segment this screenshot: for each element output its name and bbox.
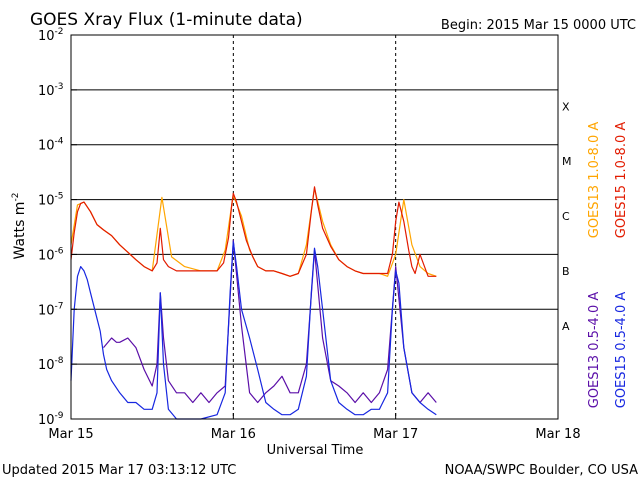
legend-label: GOES15 1.0-8.0 A [614, 122, 629, 239]
y-tick-base: 10 [38, 29, 55, 44]
y-tick-label: 10-9 [38, 411, 64, 428]
y-tick-label: 10-6 [38, 246, 64, 263]
legend-item: GOES15 1.0-8.0 A [614, 122, 629, 239]
y-tick-label: 10-3 [38, 82, 64, 99]
y-tick-base: 10 [38, 303, 55, 318]
y-tick-exponent: -8 [55, 356, 64, 366]
ylabel-exponent: -2 [11, 193, 21, 202]
flare-class-label: C [562, 210, 570, 223]
legend-label: GOES15 0.5-4.0 A [614, 292, 629, 409]
series-line [103, 239, 437, 404]
y-tick-label: 10-7 [38, 301, 64, 318]
updated-timestamp: Updated 2015 Mar 17 03:13:12 UTC [2, 463, 236, 478]
legend-label: GOES13 0.5-4.0 A [587, 292, 602, 409]
flare-class-labels: A B C M X [562, 100, 572, 332]
legend-label: GOES13 1.0-8.0 A [587, 122, 602, 239]
y-tick-label: 10-4 [38, 137, 64, 154]
y-tick-base: 10 [38, 194, 55, 209]
chart-title: GOES Xray Flux (1-minute data) [30, 10, 303, 30]
x-tick-label: Mar 15 [48, 427, 93, 442]
x-tick-label: Mar 18 [535, 427, 580, 442]
y-tick-exponent: -4 [55, 137, 64, 147]
y-tick-exponent: -7 [55, 301, 64, 311]
flare-class-label: X [562, 100, 570, 113]
y-tick-label: 10-2 [38, 27, 64, 44]
flare-class-label: A [562, 320, 570, 333]
x-axis-title: Universal Time [267, 443, 364, 458]
y-tick-base: 10 [38, 139, 55, 154]
flare-class-label: B [562, 265, 570, 278]
y-tick-exponent: -2 [55, 27, 64, 37]
series-line [70, 186, 437, 277]
y-tick-label: 10-5 [38, 192, 64, 209]
plot-frame [70, 34, 559, 420]
y-tick-labels: 10-910-810-710-610-510-410-310-2 [38, 27, 77, 428]
legend-item: GOES15 0.5-4.0 A [614, 292, 629, 409]
ylabel-main: Watts m [12, 202, 28, 260]
legend-item: GOES13 0.5-4.0 A [587, 292, 602, 409]
y-tick-exponent: -9 [55, 411, 64, 421]
svg-text:Watts m-2: Watts m-2 [11, 193, 28, 260]
y-tick-exponent: -6 [55, 246, 64, 256]
y-tick-base: 10 [38, 413, 55, 428]
legend: GOES13 1.0-8.0 A GOES15 1.0-8.0 A GOES13 0… [587, 122, 629, 409]
y-tick-base: 10 [38, 358, 55, 373]
credit-label: NOAA/SWPC Boulder, CO USA [445, 463, 638, 478]
x-tick-label: Mar 16 [211, 427, 256, 442]
y-tick-base: 10 [38, 84, 55, 99]
y-tick-exponent: -5 [55, 192, 64, 202]
flare-class-label: M [562, 155, 572, 168]
begin-label: Begin: 2015 Mar 15 0000 UTC [441, 18, 636, 33]
y-tick-exponent: -3 [55, 82, 64, 92]
y-tick-label: 10-8 [38, 356, 64, 373]
legend-item: GOES13 1.0-8.0 A [587, 122, 602, 239]
series-line [70, 241, 437, 420]
grid-lines [71, 35, 558, 419]
y-axis-title: Watts m-2 [11, 193, 28, 260]
x-tick-label: Mar 17 [373, 427, 418, 442]
x-tick-labels: Mar 15 Mar 16 Mar 17 Mar 18 [48, 413, 581, 442]
y-tick-base: 10 [38, 248, 55, 263]
series-lines [70, 186, 437, 420]
